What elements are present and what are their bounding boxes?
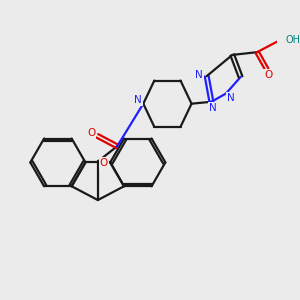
Text: O: O <box>100 158 108 168</box>
Text: N: N <box>134 95 142 105</box>
Text: N: N <box>209 103 217 113</box>
Text: N: N <box>227 94 235 103</box>
Text: O: O <box>87 128 95 137</box>
Text: OH: OH <box>286 35 300 45</box>
Text: O: O <box>264 70 272 80</box>
Text: N: N <box>195 70 203 80</box>
